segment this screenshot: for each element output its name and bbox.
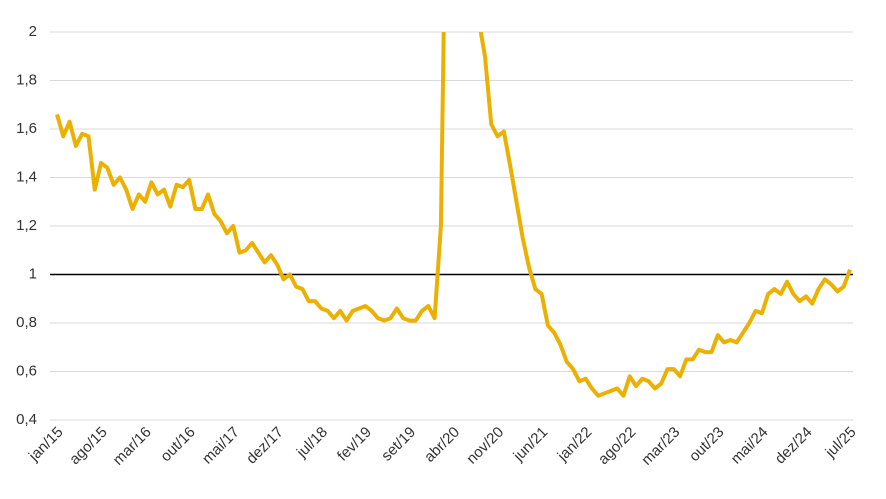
x-tick-label: mai/24 <box>728 424 772 468</box>
y-tick-label: 2 <box>29 23 37 40</box>
x-tick-label: jan/15 <box>25 424 67 466</box>
y-tick-label: 0,8 <box>16 314 37 331</box>
x-tick-label: jan/22 <box>554 424 596 466</box>
x-tick-label: dez/24 <box>772 424 816 468</box>
x-tick-label: nov/20 <box>463 424 507 468</box>
y-tick-label: 0,4 <box>16 411 37 428</box>
x-tick-label: out/16 <box>157 424 199 466</box>
x-tick-label: set/19 <box>378 424 419 465</box>
data-line <box>55 32 852 398</box>
y-tick-label: 1,8 <box>16 71 37 88</box>
x-tick-label: ago/22 <box>595 424 639 468</box>
x-tick-label: mai/17 <box>199 424 243 468</box>
y-tick-label: 1,2 <box>16 217 37 234</box>
x-tick-label: out/23 <box>686 424 728 466</box>
x-tick-label: dez/17 <box>243 424 287 468</box>
x-tick-label: mar/16 <box>110 424 155 469</box>
y-tick-label: 1,4 <box>16 168 37 185</box>
x-tick-label: jul/25 <box>822 424 860 462</box>
x-tick-label: abr/20 <box>421 424 463 466</box>
y-tick-label: 0,6 <box>16 362 37 379</box>
y-tick-label: 1 <box>29 265 37 282</box>
x-tick-label: ago/15 <box>66 424 110 468</box>
x-tick-label: jun/21 <box>510 424 552 466</box>
y-tick-label: 1,6 <box>16 120 37 137</box>
x-tick-label: mar/23 <box>638 424 683 469</box>
x-tick-label: fev/19 <box>334 424 375 465</box>
x-tick-label: jul/18 <box>293 424 331 462</box>
